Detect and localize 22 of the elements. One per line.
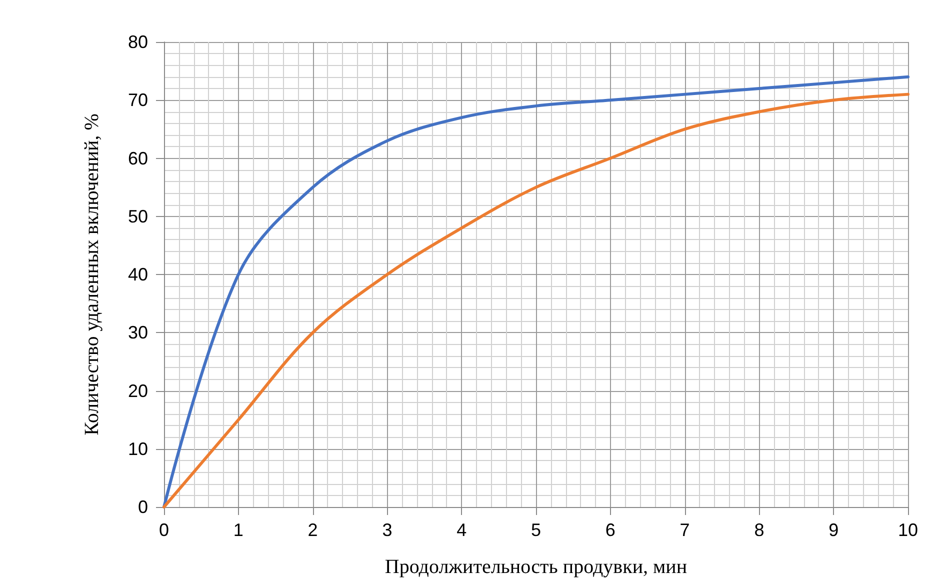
x-tick-label: 6: [605, 520, 616, 540]
y-tick-label: 40: [128, 264, 148, 284]
y-tick-label: 20: [128, 380, 148, 401]
y-axis-title: Количество удаленных включений, %: [81, 114, 103, 436]
x-tick-label: 0: [158, 520, 170, 540]
x-tick-label: 1: [233, 520, 244, 540]
y-tick-label: 30: [128, 322, 148, 343]
x-tick-label: 3: [382, 520, 392, 540]
x-tick-label: 10: [898, 520, 918, 540]
x-tick-label: 2: [308, 520, 318, 540]
x-tick-label: 9: [828, 520, 839, 540]
y-tick-label: 70: [128, 90, 148, 110]
y-tick-label: 60: [128, 148, 148, 168]
y-tick-label: 80: [128, 32, 148, 52]
y-tick-label: 0: [138, 497, 148, 517]
x-tick-label: 8: [754, 520, 764, 540]
x-tick-label: 5: [530, 520, 542, 540]
y-tick-label: 10: [128, 438, 148, 459]
y-tick-label: 50: [128, 206, 148, 226]
x-tick-label: 4: [456, 520, 467, 540]
x-tick-label: 7: [680, 520, 690, 540]
x-axis-title: Продолжительность продувки, мин: [384, 556, 688, 578]
